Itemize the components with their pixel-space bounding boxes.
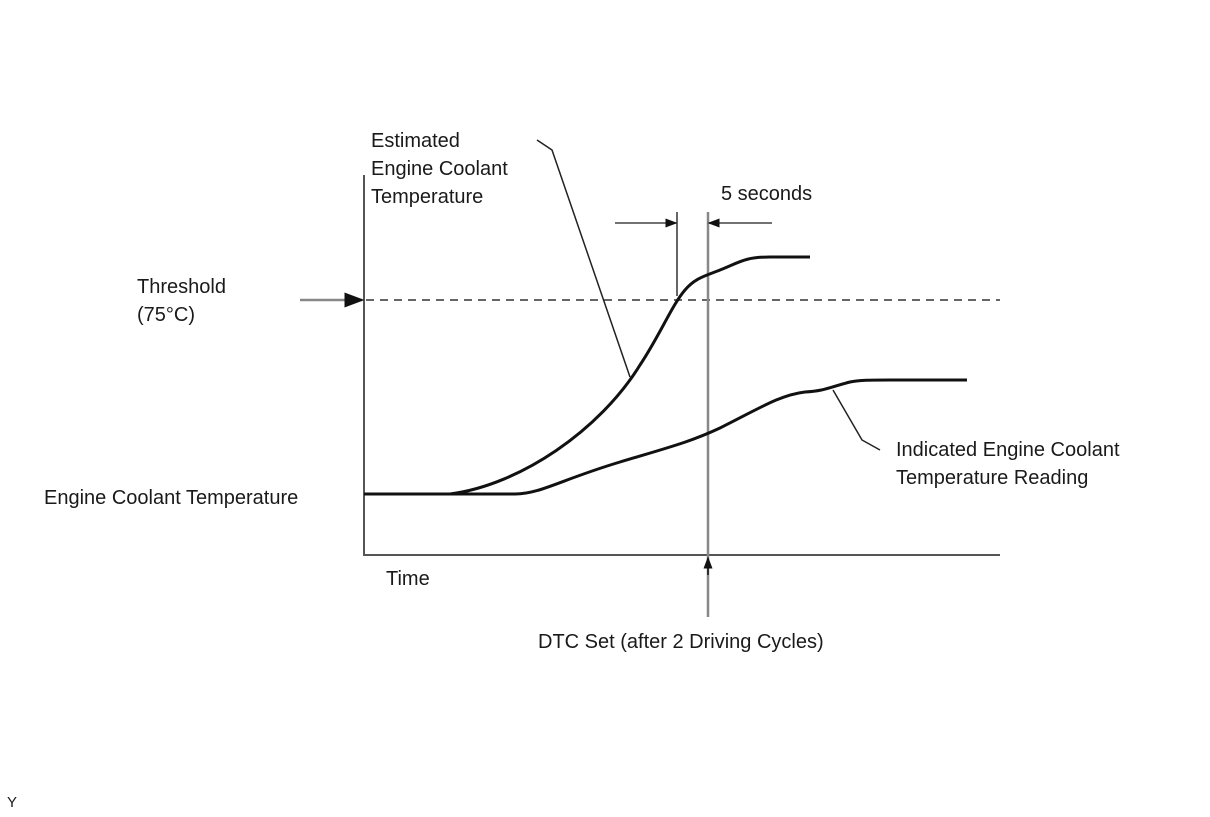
threshold-label-line: Threshold [137,276,226,298]
indicated-label-line: Temperature Reading [896,467,1089,489]
y-axis-label: Engine Coolant Temperature [44,487,299,509]
estimated-label-line: Engine Coolant [371,158,508,180]
indicated-leader-line [832,389,881,451]
estimated-label: Estimated Engine Coolant Temperature [371,127,508,211]
dtc-label: DTC Set (after 2 Driving Cycles) [538,631,824,653]
estimated-leader-line [536,139,631,378]
five-seconds-label: 5 seconds [721,183,813,205]
indicated-temperature-curve [364,378,967,496]
indicated-label: Indicated Engine Coolant Temperature Rea… [896,436,1120,492]
estimated-label-line: Estimated [371,130,460,152]
estimated-temperature-curve [364,255,810,496]
indicated-label-line: Indicated Engine Coolant [896,439,1120,461]
x-axis-label: Time [386,568,430,590]
corner-mark: Y [7,794,18,811]
threshold-label: Threshold (75°C) [137,273,226,329]
estimated-label-line: Temperature [371,186,484,208]
threshold-label-line: (75°C) [137,304,196,326]
